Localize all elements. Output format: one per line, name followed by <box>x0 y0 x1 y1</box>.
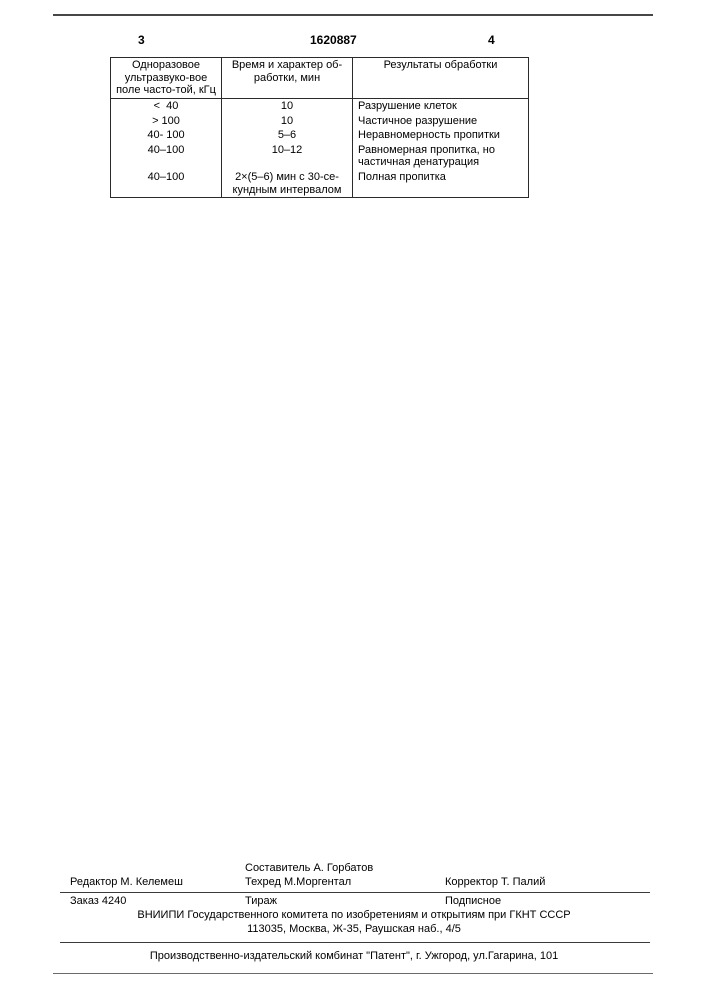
cell-frequency: 40–100 <box>111 143 222 170</box>
col-header-frequency: Одноразовое ультразвуко-вое поле часто-т… <box>111 58 222 99</box>
cell-frequency: 40–100 <box>111 170 222 198</box>
cell-result: Полная пропитка <box>353 170 529 198</box>
page-num-left: 3 <box>138 33 145 47</box>
editor-name: М. Келемеш <box>120 876 182 888</box>
editor-credit: Редактор М. Келемеш <box>70 876 245 890</box>
producer-text: Производственно-издательский комбинат "П… <box>150 950 558 962</box>
table-header-row: Одноразовое ультразвуко-вое поле часто-т… <box>111 58 529 99</box>
order-cell: Заказ 4240 <box>70 895 245 909</box>
page-num-right: 4 <box>488 33 495 47</box>
document-number: 1620887 <box>310 33 357 47</box>
corrector-name: Т. Палий <box>501 876 545 888</box>
subscription-label: Подписное <box>445 895 501 907</box>
table-row: > 100 10 Частичное разрушение <box>111 114 529 129</box>
page: 3 1620887 4 Одноразовое ультразвуко-вое … <box>0 0 707 1000</box>
producer-line: Производственно-издательский комбинат "П… <box>70 950 638 964</box>
cell-time: 5–6 <box>222 128 353 143</box>
credits-row: Редактор М. Келемеш Составитель А. Горба… <box>70 862 638 890</box>
org-line1: ВНИИПИ Государственного комитета по изоб… <box>70 909 638 923</box>
cell-frequency: < 40 <box>111 98 222 113</box>
subscription-cell: Подписное <box>445 895 638 909</box>
cell-result: Равномерная пропитка, но частичная денат… <box>353 143 529 170</box>
col-header-time: Время и характер об-работки, мин <box>222 58 353 99</box>
cell-time: 10 <box>222 98 353 113</box>
print-run-label: Тираж <box>245 895 277 907</box>
compiler-name: А. Горбатов <box>313 862 373 874</box>
cell-result: Разрушение клеток <box>353 98 529 113</box>
cell-time: 10–12 <box>222 143 353 170</box>
order-row: Заказ 4240 Тираж Подписное <box>70 895 638 909</box>
print-run-cell: Тираж <box>245 895 445 909</box>
table-row: 40–100 2×(5–6) мин с 30-се-кундным интер… <box>111 170 529 198</box>
cell-result: Неравномерность пропитки <box>353 128 529 143</box>
cell-frequency: 40- 100 <box>111 128 222 143</box>
results-table: Одноразовое ультразвуко-вое поле часто-т… <box>110 57 529 198</box>
col-header-results: Результаты обработки <box>353 58 529 99</box>
cell-time: 2×(5–6) мин с 30-се-кундным интервалом <box>222 170 353 198</box>
table-row: 40–100 10–12 Равномерная пропитка, но ча… <box>111 143 529 170</box>
org-line2: 113035, Москва, Ж-35, Раушская наб., 4/5 <box>70 923 638 937</box>
divider <box>60 892 650 893</box>
table-row: < 40 10 Разрушение клеток <box>111 98 529 113</box>
org-address: ВНИИПИ Государственного комитета по изоб… <box>70 909 638 937</box>
divider <box>60 942 650 943</box>
techred-name: М.Моргентал <box>284 876 351 888</box>
compiler-label: Составитель <box>245 862 310 874</box>
cell-result: Частичное разрушение <box>353 114 529 129</box>
corrector-label: Корректор <box>445 876 498 888</box>
cell-time: 10 <box>222 114 353 129</box>
editor-label: Редактор <box>70 876 117 888</box>
table-row: 40- 100 5–6 Неравномерность пропитки <box>111 128 529 143</box>
corrector-credit: Корректор Т. Палий <box>445 876 638 890</box>
cell-frequency: > 100 <box>111 114 222 129</box>
compiler-techred-credit: Составитель А. Горбатов Техред М.Моргент… <box>245 862 445 890</box>
order-num: 4240 <box>102 895 126 907</box>
order-label: Заказ <box>70 895 99 907</box>
techred-label: Техред <box>245 876 281 888</box>
